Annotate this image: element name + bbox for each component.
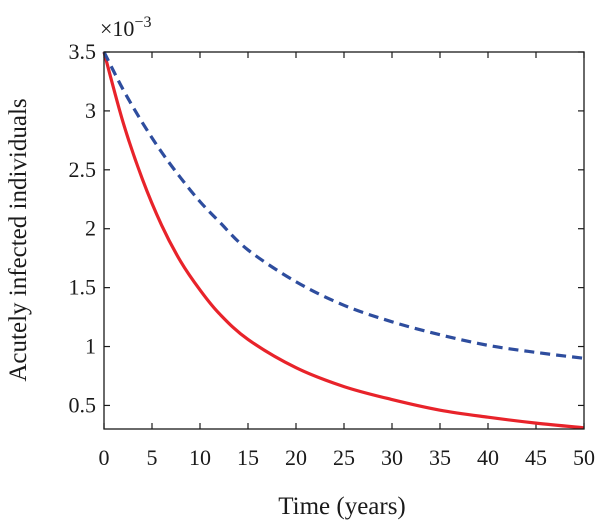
x-axis-title: Time (years) — [278, 493, 406, 520]
x-ticks: 0 5 10 15 20 25 30 35 40 45 50 — [99, 52, 595, 470]
x-tick-label: 35 — [429, 445, 451, 470]
series-group — [102, 51, 585, 430]
x-tick-label: 15 — [237, 445, 259, 470]
y-tick-label: 1 — [85, 334, 96, 359]
x-tick-label: 0 — [99, 445, 110, 470]
y-tick-label: 3 — [85, 98, 96, 123]
series-line-dashed — [102, 51, 585, 360]
plot-frame — [103, 51, 585, 430]
x-tick-label: 10 — [189, 445, 211, 470]
series-line-solid — [102, 51, 585, 430]
y-ticks: 0.5 1 1.5 2 2.5 3 3.5 — [69, 39, 584, 417]
y-tick-label: 2 — [85, 216, 96, 241]
y-tick-label: 0.5 — [69, 392, 97, 417]
x-tick-label: 25 — [333, 445, 355, 470]
x-tick-label: 45 — [525, 445, 547, 470]
y-tick-label: 2.5 — [69, 157, 97, 182]
y-tick-label: 1.5 — [69, 275, 97, 300]
x-tick-label: 50 — [573, 445, 595, 470]
x-tick-label: 40 — [477, 445, 499, 470]
y-multiplier: ×10−3 — [100, 14, 151, 41]
x-tick-label: 5 — [147, 445, 158, 470]
y-multiplier-base: ×10 — [100, 16, 134, 41]
y-axis-title: Acutely infected individuals — [5, 98, 32, 381]
x-tick-label: 20 — [285, 445, 307, 470]
y-tick-label: 3.5 — [69, 39, 97, 64]
x-tick-label: 30 — [381, 445, 403, 470]
y-multiplier-exponent: −3 — [134, 14, 151, 31]
